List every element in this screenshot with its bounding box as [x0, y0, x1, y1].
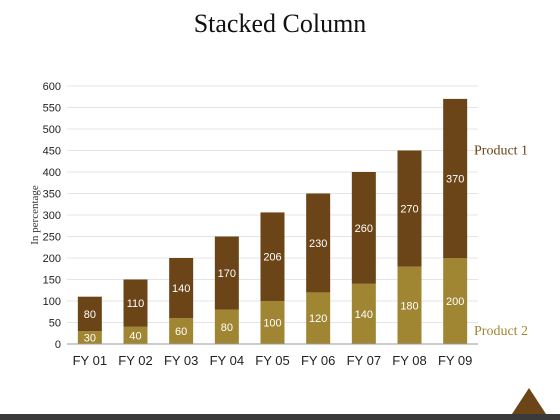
bar-segment [306, 292, 331, 344]
x-tick-label: FY 03 [164, 353, 198, 368]
bar-segment [443, 98, 468, 259]
x-tick-label: FY 01 [73, 353, 107, 368]
x-tick-label: FY 08 [392, 353, 426, 368]
y-axis-ticks: 0 50 100 150 200 250 300 350 400 450 500 550 600 [43, 81, 61, 351]
y-tick-label: 150 [43, 275, 61, 287]
data-label: 260 [355, 223, 373, 235]
data-label: 370 [446, 173, 464, 185]
data-label: 270 [400, 204, 418, 216]
bar-segment [351, 283, 376, 344]
bar-segment [306, 193, 331, 293]
data-label: 80 [221, 322, 233, 334]
legend-item: Product 1 [474, 143, 528, 158]
data-label: 230 [309, 238, 327, 250]
y-tick-label: 600 [43, 81, 61, 93]
y-tick-label: 550 [43, 103, 61, 115]
y-tick-label: 500 [43, 124, 61, 136]
bar-segment [214, 236, 239, 310]
data-label: 80 [84, 309, 96, 321]
x-tick-label: FY 06 [301, 353, 335, 368]
bar-segment [260, 212, 285, 301]
corner-triangle [512, 388, 546, 414]
bar-segment [260, 301, 285, 344]
bar-segment [77, 296, 102, 332]
y-tick-label: 450 [43, 146, 61, 158]
bar-segment [397, 150, 422, 267]
data-label: 180 [400, 300, 418, 312]
x-tick-label: FY 05 [255, 353, 289, 368]
y-tick-label: 0 [55, 339, 61, 351]
data-label: 30 [84, 333, 96, 345]
bars: 30 80 40 110 60 140 80 170 100 206 120 230 140 260 180… [77, 98, 468, 345]
bar-segment [77, 331, 102, 344]
chart-title: Stacked Column [194, 9, 367, 38]
legend: Product 2 Product 1 [474, 143, 528, 339]
x-tick-label: FY 09 [438, 353, 472, 368]
data-label: 140 [355, 309, 373, 321]
y-tick-label: 250 [43, 232, 61, 244]
y-tick-label: 100 [43, 296, 61, 308]
footer-bar [0, 414, 560, 420]
bar-segment [443, 258, 468, 344]
data-label: 200 [446, 296, 464, 308]
y-tick-label: 300 [43, 210, 61, 222]
bar-segment [214, 309, 239, 344]
data-label: 110 [127, 298, 145, 310]
bar-segment [169, 318, 194, 344]
bar-segment [397, 266, 422, 344]
data-label: 206 [263, 252, 281, 264]
data-label: 60 [175, 326, 187, 338]
bar-segment [351, 172, 376, 284]
x-tick-label: FY 04 [210, 353, 244, 368]
data-label: 170 [218, 268, 236, 280]
y-tick-label: 350 [43, 189, 61, 201]
y-axis-label: In percentage [29, 185, 41, 245]
bar-segment [123, 279, 148, 327]
y-tick-label: 400 [43, 167, 61, 179]
bar-segment [123, 326, 148, 344]
x-tick-label: FY 07 [347, 353, 381, 368]
data-label: 140 [172, 283, 190, 295]
x-tick-label: FY 02 [118, 353, 152, 368]
data-label: 120 [309, 313, 327, 325]
data-label: 40 [129, 330, 141, 342]
data-label: 100 [263, 318, 281, 330]
y-tick-label: 200 [43, 253, 61, 265]
x-axis-ticks: FY 01 FY 02 FY 03 FY 04 FY 05 FY 06 FY 07 FY 08… [73, 353, 473, 368]
legend-item: Product 2 [474, 324, 528, 339]
y-tick-label: 50 [49, 318, 61, 330]
bar-segment [169, 258, 194, 319]
